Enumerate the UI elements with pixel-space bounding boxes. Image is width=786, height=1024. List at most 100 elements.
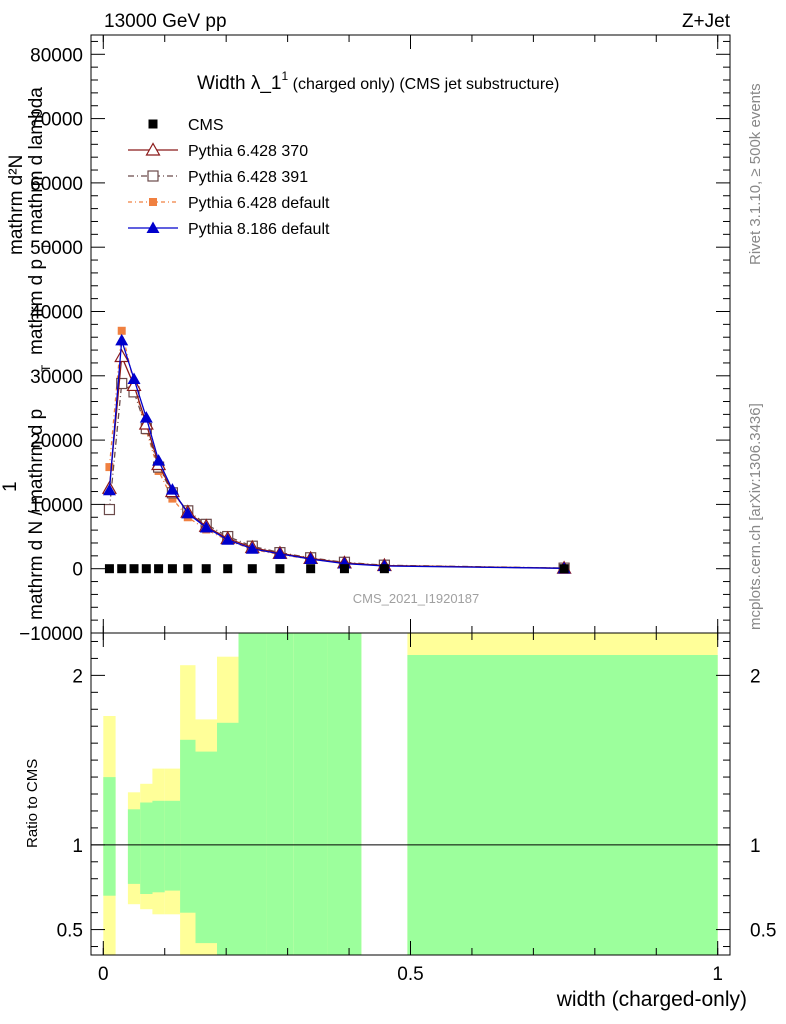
ratio-band-inner	[103, 777, 116, 896]
y-tick-label: 70000	[30, 110, 83, 131]
legend-entry-label: Pythia 6.428 370	[188, 143, 308, 160]
data-point	[168, 494, 177, 503]
mcplots-label: mcplots.cern.ch [arXiv:1306.3436]	[747, 403, 764, 630]
ylabel-line-2: mathrm d p	[26, 259, 47, 355]
series-line	[108, 356, 565, 569]
data-point	[117, 326, 126, 335]
ratio-y-tick-label: 1	[72, 836, 83, 857]
y-tick-label: 60000	[30, 174, 83, 195]
upper-series-group	[101, 326, 572, 574]
data-point	[115, 333, 129, 346]
data-point	[379, 564, 389, 574]
data-point	[167, 564, 177, 574]
ratio-band-inner	[266, 633, 294, 955]
y-tick-label: 0	[72, 560, 83, 581]
ratio-band-inner	[327, 633, 362, 955]
series-line	[108, 382, 565, 569]
x-axis-label: width (charged-only)	[556, 988, 747, 1011]
ratio-y-tick-label: 2	[72, 666, 83, 687]
data-point	[116, 377, 128, 390]
data-point	[152, 454, 166, 466]
upper-y-axis: −10000 0 10000 20000 30000 40000 50000 60000 700…	[19, 35, 730, 645]
plot-title-rest: (charged only) (CMS jet substructure)	[288, 76, 559, 93]
series-line	[108, 330, 565, 569]
data-point	[339, 564, 349, 574]
ratio-band-inner	[152, 800, 165, 893]
data-point	[183, 564, 193, 574]
data-point	[273, 547, 287, 559]
legend-entry-label: Pythia 8.186 default	[188, 221, 330, 238]
series-pythia-6-428-370	[101, 348, 572, 574]
energy-label: 13000 GeV pp	[104, 11, 227, 32]
ratio-band-inner	[407, 655, 718, 955]
ratio-band-inner	[140, 802, 153, 894]
series-pythia-6-428-391	[103, 377, 570, 574]
data-point	[129, 564, 139, 574]
legend-entry-label: Pythia 6.428 default	[188, 195, 330, 212]
series-pythia-6-428-default	[105, 326, 569, 573]
legend: CMS Pythia 6.428 370 Pythia 6.428 391 Pythi…	[128, 117, 330, 238]
series-cms	[104, 564, 569, 574]
plot-title: Width λ_11 (charged only) (CMS jet subst…	[197, 69, 559, 94]
y-tick-label: 20000	[30, 431, 83, 452]
ratio-band-inner	[238, 633, 267, 955]
y-tick-label: 50000	[30, 238, 83, 259]
ratio-y-tick-label-right: 0.5	[750, 921, 776, 942]
data-point	[104, 564, 114, 574]
ylabel-line-5: mathrm d N / mathrm d p	[26, 409, 47, 620]
data-point	[102, 483, 116, 496]
data-point	[165, 483, 179, 495]
ratio-band-inner	[127, 809, 141, 884]
data-point	[199, 521, 213, 533]
data-point	[245, 542, 259, 554]
data-point	[105, 463, 114, 472]
ylabel-line-4: 1	[0, 481, 21, 492]
data-point	[221, 533, 235, 545]
ratio-y-tick-label-right: 1	[750, 836, 761, 857]
rivet-version-label: Rivet 3.1.10, ≥ 500k events	[747, 83, 764, 265]
lower-axes: 0.5 0.5 1 1 2 2 0 0.5 1	[57, 633, 776, 985]
legend-marker	[145, 142, 161, 156]
data-point	[304, 552, 318, 565]
series-line	[108, 340, 565, 569]
ylabel-line-3: mathrm d lambda	[26, 87, 47, 235]
data-point	[127, 372, 141, 385]
data-point	[275, 564, 285, 574]
data-point	[201, 564, 211, 574]
y-tick-label: 80000	[30, 45, 83, 66]
data-point	[138, 416, 154, 430]
y-tick-label: 30000	[30, 367, 83, 388]
series-pythia-8-186-default	[102, 333, 571, 574]
ratio-y-tick-label: 0.5	[57, 921, 83, 942]
ylabel-line-1: mathrm d²N	[6, 155, 27, 255]
ratio-band-inner	[195, 751, 217, 944]
ratio-band-inner	[164, 800, 181, 891]
data-point	[559, 564, 569, 574]
process-label: Z+Jet	[682, 11, 731, 32]
legend-marker	[147, 170, 159, 182]
y-tick-label: 40000	[30, 302, 83, 323]
data-point	[117, 564, 127, 574]
analysis-watermark: CMS_2021_I1920187	[353, 591, 480, 606]
x-tick-label: 0	[98, 964, 109, 985]
data-point	[114, 348, 130, 363]
ratio-band-inner	[180, 739, 196, 913]
ratio-y-label: Ratio to CMS	[24, 759, 41, 848]
y-tick-label: 10000	[30, 495, 83, 516]
data-point	[181, 506, 195, 519]
legend-marker	[146, 221, 160, 233]
ylabel-line-5-sub: T	[39, 364, 53, 372]
legend-marker	[149, 198, 157, 206]
plot-title-sup: 1	[281, 69, 288, 83]
data-point	[306, 564, 316, 574]
data-point	[247, 564, 257, 574]
x-tick-label: 0.5	[397, 964, 423, 985]
data-point	[103, 503, 116, 516]
legend-marker	[148, 119, 158, 129]
data-point	[154, 564, 164, 574]
upper-frame	[90, 34, 731, 634]
ratio-band-inner	[217, 722, 239, 955]
y-tick-label: −10000	[19, 624, 83, 645]
ratio-band-inner	[293, 633, 328, 955]
upper-y-axis-label: mathrm d²N mathrm d p T mathrm d lambda …	[0, 87, 53, 620]
